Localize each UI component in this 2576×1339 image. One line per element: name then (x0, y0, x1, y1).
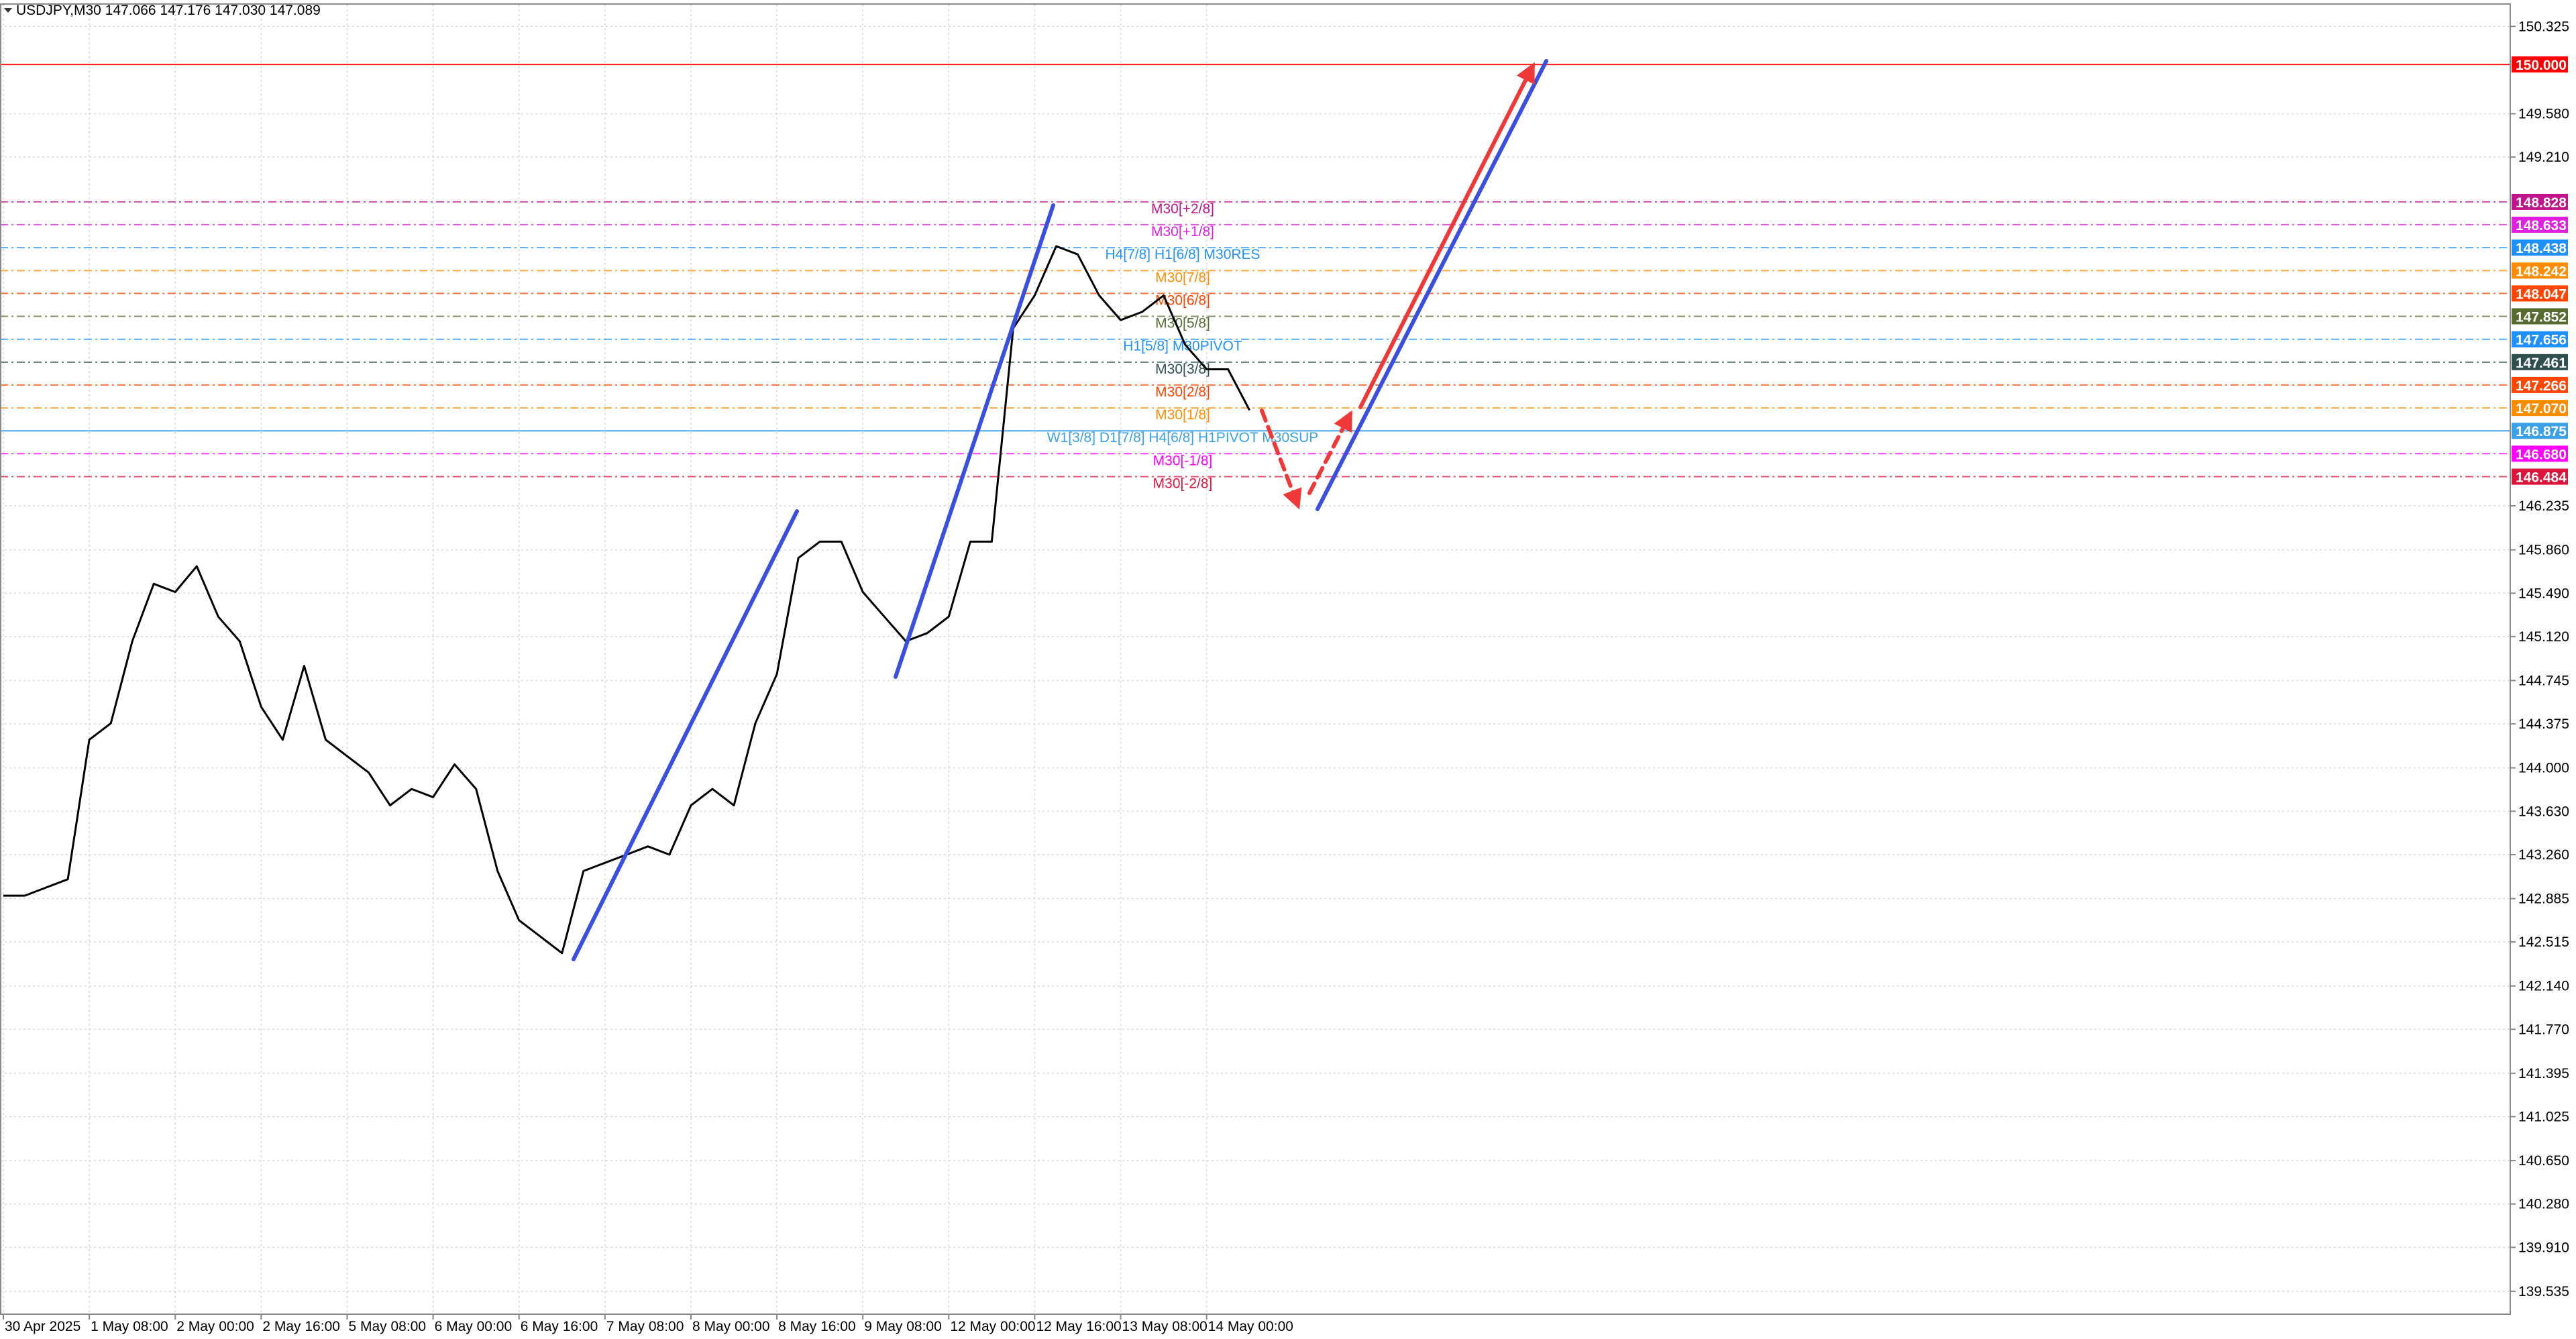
price-tag (2512, 331, 2568, 347)
trend-line (894, 203, 1055, 679)
level-label: M30[2/8] (1155, 384, 1210, 400)
price-tag (2512, 308, 2568, 325)
level-label: W1[3/8] D1[7/8] H4[6/8] H1PIVOT M30SUP (1047, 430, 1319, 445)
y-tick-label: 139.535 (2518, 1284, 2569, 1299)
price-tag-label: 148.438 (2516, 241, 2567, 256)
level-label: M30[3/8] (1155, 362, 1210, 377)
x-tick-label: 8 May 00:00 (692, 1319, 770, 1334)
x-tick-label: 12 May 16:00 (1036, 1319, 1121, 1334)
y-tick-label: 140.650 (2518, 1153, 2569, 1169)
x-tick-label: 12 May 00:00 (950, 1319, 1035, 1334)
trend-line (572, 509, 799, 961)
x-tick-label: 2 May 00:00 (176, 1319, 254, 1334)
price-tag-label: 146.875 (2516, 424, 2567, 439)
price-tag (2512, 285, 2568, 302)
x-tick-label: 6 May 16:00 (521, 1319, 598, 1334)
price-tag-label: 148.242 (2516, 264, 2567, 279)
price-tag-label: 147.070 (2516, 401, 2567, 417)
y-tick-label: 144.000 (2518, 761, 2569, 776)
y-tick-label: 149.580 (2518, 107, 2569, 122)
price-tag (2512, 400, 2568, 417)
y-tick-label: 142.885 (2518, 891, 2569, 906)
y-tick-label: 144.375 (2518, 716, 2569, 732)
y-tick-label: 149.210 (2518, 150, 2569, 165)
arrow (1358, 62, 1535, 409)
y-tick-label: 144.745 (2518, 673, 2569, 688)
y-tick-label: 141.025 (2518, 1110, 2569, 1125)
level-label: H4[7/8] H1[6/8] M30RES (1105, 247, 1260, 262)
level-label: M30[-1/8] (1153, 453, 1213, 468)
y-tick-label: 142.140 (2518, 979, 2569, 994)
y-tick-label: 143.260 (2518, 847, 2569, 863)
level-label: M30[-2/8] (1153, 476, 1213, 492)
price-tag-label: 148.047 (2516, 286, 2567, 302)
levels: M30[+2/8] M30[+1/8] H4[7/8] H1[6/8] M30RES… (0, 64, 2510, 492)
y-tick-label: 145.490 (2518, 586, 2569, 601)
time-axis (0, 1314, 2576, 1339)
y-tick-label: 139.910 (2518, 1240, 2569, 1255)
y-tick-label: 141.395 (2518, 1066, 2569, 1081)
arrow (1307, 410, 1352, 495)
price-tag (2512, 468, 2568, 485)
price-tag-label: 148.828 (2516, 195, 2567, 211)
y-tick-label: 150.325 (2518, 19, 2569, 34)
price-tag (2512, 217, 2568, 233)
price-tag-label: 148.633 (2516, 218, 2567, 233)
y-tick-label: 141.770 (2518, 1022, 2569, 1037)
price-tag-label: 147.656 (2516, 333, 2567, 348)
price-tag-label: 146.680 (2516, 447, 2567, 462)
axes: 150.325 149.580 149.210 146.235 145.860 145.4… (3, 19, 2569, 1334)
x-tick-label: 7 May 08:00 (606, 1319, 684, 1334)
grid (0, 5, 2510, 1314)
x-tick-label: 9 May 08:00 (864, 1319, 942, 1334)
level-label: M30[1/8] (1155, 407, 1210, 423)
y-tick-label: 140.280 (2518, 1197, 2569, 1212)
drawings (572, 59, 1548, 961)
price-tag (2512, 354, 2568, 370)
level-label: H1[5/8] M30PIVOT (1123, 339, 1242, 354)
arrow (1260, 409, 1302, 510)
price-tag (2512, 423, 2568, 439)
price-tag (2512, 376, 2568, 393)
x-tick-label: 1 May 08:00 (91, 1319, 168, 1334)
price-tag (2512, 193, 2568, 210)
x-tick-label: 6 May 00:00 (435, 1319, 513, 1334)
price-tag-label: 150.000 (2516, 58, 2567, 73)
x-tick-label: 14 May 00:00 (1208, 1319, 1293, 1334)
price-tag-label: 147.266 (2516, 378, 2567, 394)
level-label: M30[7/8] (1155, 270, 1210, 285)
level-label: M30[5/8] (1155, 315, 1210, 331)
y-tick-label: 146.235 (2518, 498, 2569, 514)
trend-line (1316, 59, 1548, 511)
x-tick-label: 5 May 08:00 (348, 1319, 426, 1334)
x-tick-label: 2 May 16:00 (262, 1319, 340, 1334)
x-tick-label: 13 May 08:00 (1122, 1319, 1208, 1334)
y-tick-label: 142.515 (2518, 934, 2569, 950)
price-tag-label: 146.484 (2516, 470, 2567, 486)
x-tick-label: 30 Apr 2025 (5, 1319, 80, 1334)
price-tag (2512, 445, 2568, 462)
x-tick-label: 8 May 16:00 (778, 1319, 856, 1334)
y-tick-label: 145.860 (2518, 543, 2569, 558)
price-tag (2512, 239, 2568, 256)
level-label: M30[6/8] (1155, 292, 1210, 308)
y-tick-label: 143.630 (2518, 804, 2569, 819)
price-tag-label: 147.461 (2516, 356, 2567, 371)
plot-frame (0, 3, 2511, 1315)
price-tag (2512, 56, 2568, 73)
menu-icon[interactable] (4, 8, 12, 13)
price-tag (2512, 262, 2568, 279)
y-tick-label: 145.120 (2518, 629, 2569, 645)
level-label: M30[+1/8] (1151, 224, 1214, 239)
level-label: M30[+2/8] (1151, 201, 1214, 217)
chart-title: USDJPY,M30 147.066 147.176 147.030 147.0… (16, 3, 321, 18)
price-tag-label: 147.852 (2516, 309, 2567, 325)
